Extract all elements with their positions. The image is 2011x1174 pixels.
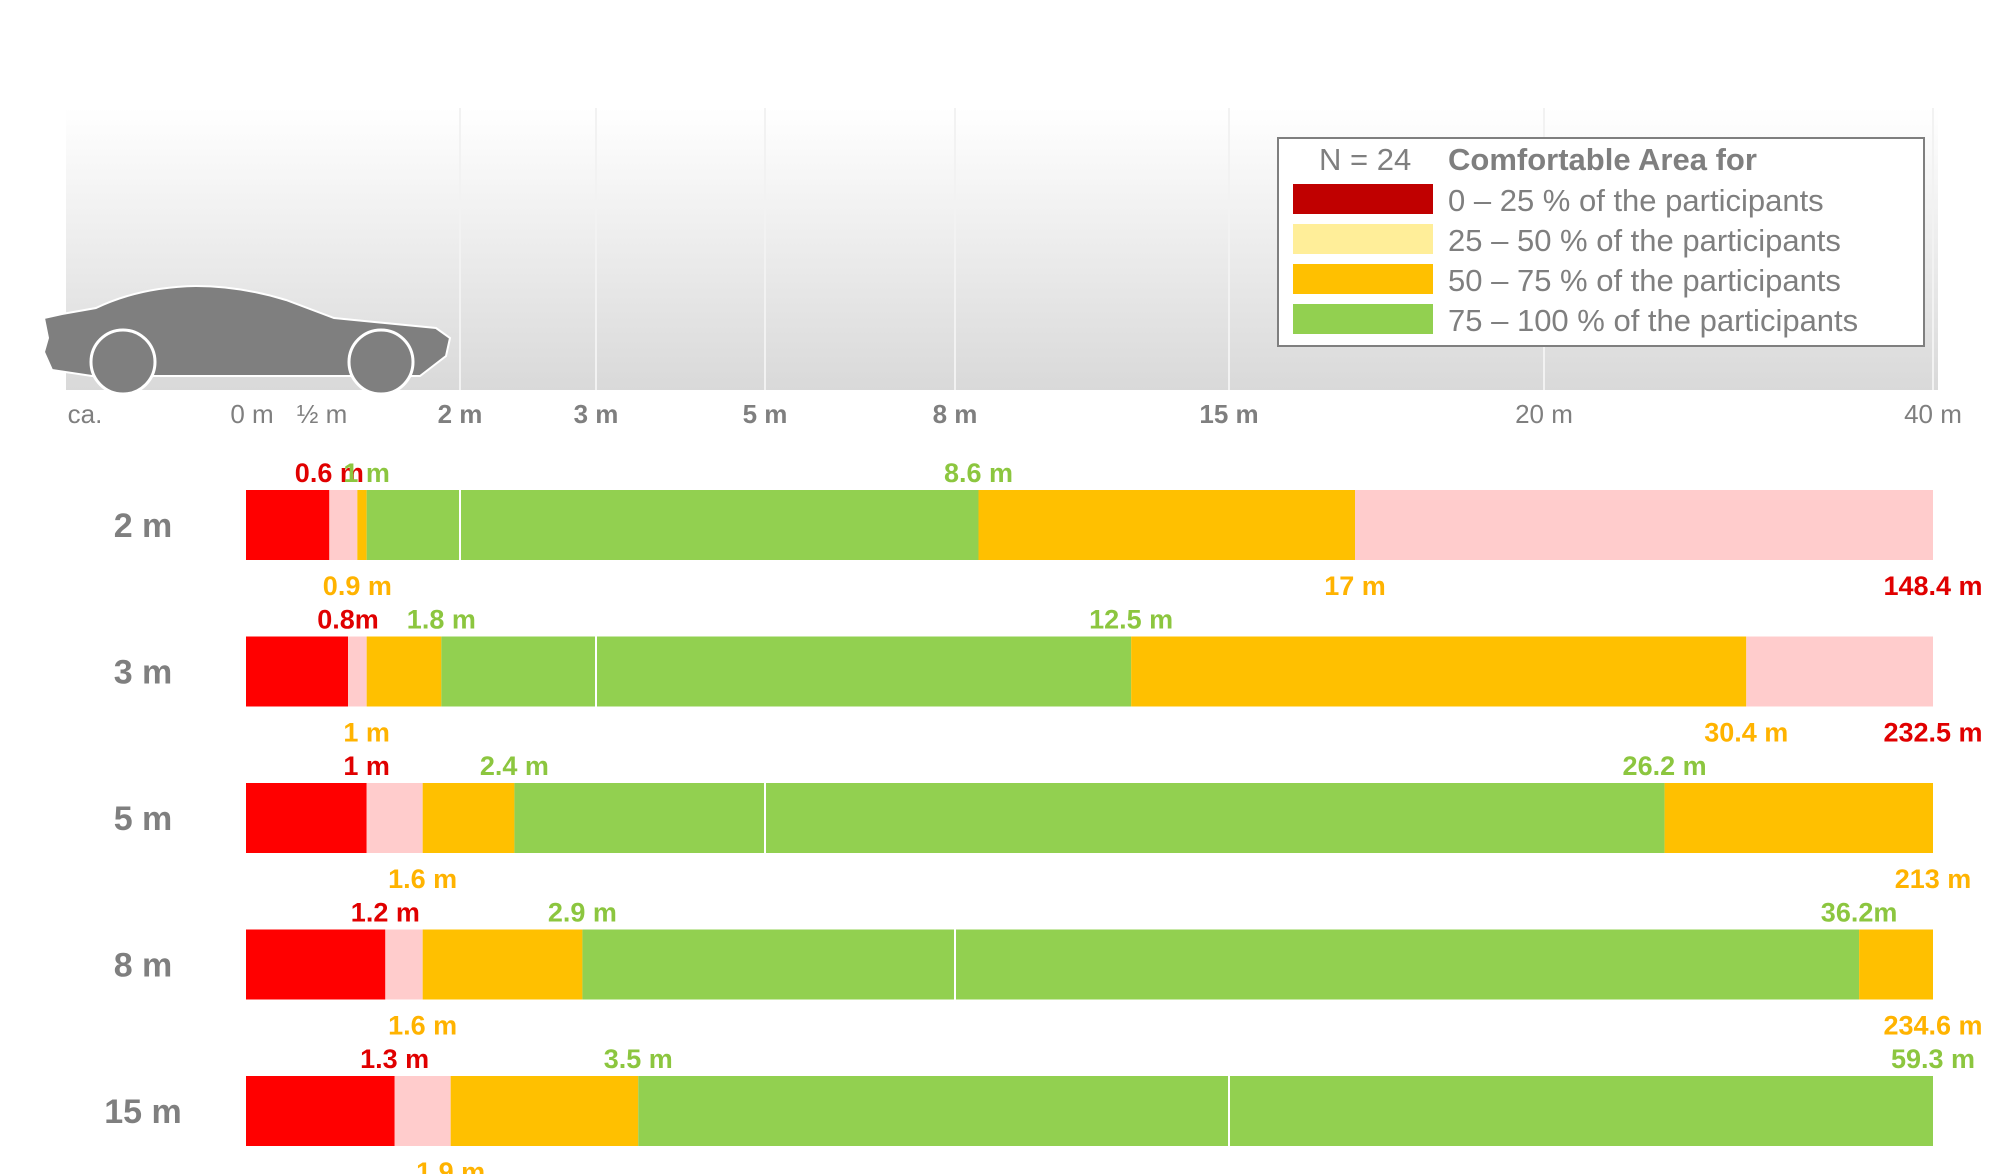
legend-entry-label: 75 – 100 % of the participants bbox=[1448, 303, 1858, 338]
chart-row: 3 m 0.8m 1.8 m 12.5 m 1 m 30.4 m 232.5 m bbox=[114, 605, 1983, 748]
legend-swatch bbox=[1293, 264, 1433, 294]
header-tick-label: 0 m bbox=[230, 399, 273, 429]
value-label: 0.9 m bbox=[323, 571, 392, 601]
value-label: 0.8m bbox=[317, 605, 379, 635]
legend-swatch bbox=[1293, 224, 1433, 254]
ca-label: ca. bbox=[68, 399, 103, 429]
bar-segment-red bbox=[246, 783, 367, 853]
chart-rows: 2 m0.6 m1 m 8.6 m0.9 m 17 m 148.4 m3 m0.8m 1… bbox=[104, 458, 1982, 1174]
bar-segment-pink bbox=[348, 636, 367, 707]
chart-row: 8 m 1.2 m 2.9 m 36.2m 1.6 m 234.6 m bbox=[114, 898, 1983, 1041]
value-label: 1.6 m bbox=[388, 1011, 457, 1041]
value-label: 1.2 m bbox=[351, 898, 420, 928]
bar-segment-orange bbox=[422, 783, 515, 853]
chart-row: 15 m 1.3 m 3.5 m 59.3 m 1.9 m bbox=[104, 1044, 1975, 1174]
value-label: 36.2m bbox=[1821, 898, 1898, 928]
row-label: 3 m bbox=[114, 654, 173, 692]
header-tick-label: 2 m bbox=[438, 399, 483, 429]
value-label: 2.9 m bbox=[548, 898, 617, 928]
value-label: 1 m bbox=[343, 718, 390, 748]
bar-segment-orange bbox=[1859, 929, 1933, 1000]
legend-n-label: N = 24 bbox=[1319, 142, 1411, 177]
value-label: 12.5 m bbox=[1089, 605, 1173, 635]
legend-entry-label: 50 – 75 % of the participants bbox=[1448, 263, 1841, 298]
bar-segment-orange bbox=[357, 490, 367, 560]
header-tick-label: 20 m bbox=[1515, 399, 1573, 429]
value-label: 148.4 m bbox=[1883, 571, 1982, 601]
legend-entry-label: 0 – 25 % of the participants bbox=[1448, 183, 1824, 218]
value-label: 3.5 m bbox=[604, 1044, 673, 1074]
value-label: 1.3 m bbox=[360, 1044, 429, 1074]
value-label: 1 m bbox=[343, 458, 390, 488]
header-tick-label: 3 m bbox=[574, 399, 619, 429]
bar-segment-red bbox=[246, 1076, 395, 1146]
row-label: 8 m bbox=[114, 947, 173, 985]
bar-segment-orange bbox=[366, 636, 442, 707]
bar-segment-green bbox=[582, 929, 1860, 1000]
row-label: 2 m bbox=[114, 507, 173, 545]
bar-segment-pink bbox=[329, 490, 358, 560]
header-tick-label: 8 m bbox=[933, 399, 978, 429]
value-label: 8.6 m bbox=[944, 458, 1013, 488]
legend-swatch bbox=[1293, 184, 1433, 214]
value-label: 1.9 m bbox=[416, 1157, 485, 1174]
value-label: 213 m bbox=[1895, 864, 1972, 894]
bar-segment-green bbox=[366, 490, 979, 560]
bar-segment-orange bbox=[1664, 783, 1933, 853]
bar-segment-orange bbox=[450, 1076, 639, 1146]
bar-segment-orange bbox=[422, 929, 583, 1000]
legend-swatch bbox=[1293, 304, 1433, 334]
bar-segment-pink bbox=[1746, 636, 1933, 707]
value-label: 2.4 m bbox=[480, 751, 549, 781]
value-label: 59.3 m bbox=[1891, 1044, 1975, 1074]
value-label: 30.4 m bbox=[1704, 718, 1788, 748]
value-label: 1.8 m bbox=[407, 605, 476, 635]
header-tick-label: 15 m bbox=[1199, 399, 1258, 429]
header-tick-label: 5 m bbox=[743, 399, 788, 429]
value-label: 17 m bbox=[1324, 571, 1386, 601]
bar-segment-green bbox=[441, 636, 1132, 707]
bar-segment-green bbox=[638, 1076, 1933, 1146]
bar-segment-red bbox=[246, 929, 386, 1000]
bar-segment-pink bbox=[366, 783, 423, 853]
row-label: 5 m bbox=[114, 800, 173, 838]
header-ticks: 0 m ½ m 2 m 3 m 5 m 8 m 15 m 20 m 40 m bbox=[230, 399, 1962, 429]
value-label: 1 m bbox=[343, 751, 390, 781]
bar-segment-orange bbox=[978, 490, 1355, 560]
chart-row: 5 m 1 m 2.4 m 26.2 m 1.6 m 213 m bbox=[114, 751, 1972, 894]
bar-segment-orange bbox=[1131, 636, 1747, 707]
header-tick-label: 40 m bbox=[1904, 399, 1962, 429]
bar-segment-pink bbox=[1355, 490, 1933, 560]
row-label: 15 m bbox=[104, 1093, 182, 1131]
bar-segment-pink bbox=[394, 1076, 451, 1146]
car-icon bbox=[42, 284, 452, 396]
legend-entry-label: 25 – 50 % of the participants bbox=[1448, 223, 1841, 258]
bar-segment-red bbox=[246, 490, 330, 560]
legend-title: Comfortable Area for bbox=[1448, 142, 1757, 177]
value-label: 1.6 m bbox=[388, 864, 457, 894]
bar-segment-green bbox=[514, 783, 1665, 853]
value-label: 234.6 m bbox=[1883, 1011, 1982, 1041]
chart-row: 2 m 0.6 m1 m 8.6 m 0.9 m 17 m 148.4 m bbox=[114, 458, 1983, 601]
header-tick-label: ½ m bbox=[297, 399, 348, 429]
legend: N = 24 Comfortable Area for 0 – 25 % of … bbox=[1277, 137, 1925, 347]
value-label: 0.6 m bbox=[295, 458, 364, 488]
value-label: 26.2 m bbox=[1623, 751, 1707, 781]
bar-segment-pink bbox=[385, 929, 423, 1000]
bar-segment-red bbox=[246, 636, 348, 707]
value-label: 232.5 m bbox=[1883, 718, 1982, 748]
